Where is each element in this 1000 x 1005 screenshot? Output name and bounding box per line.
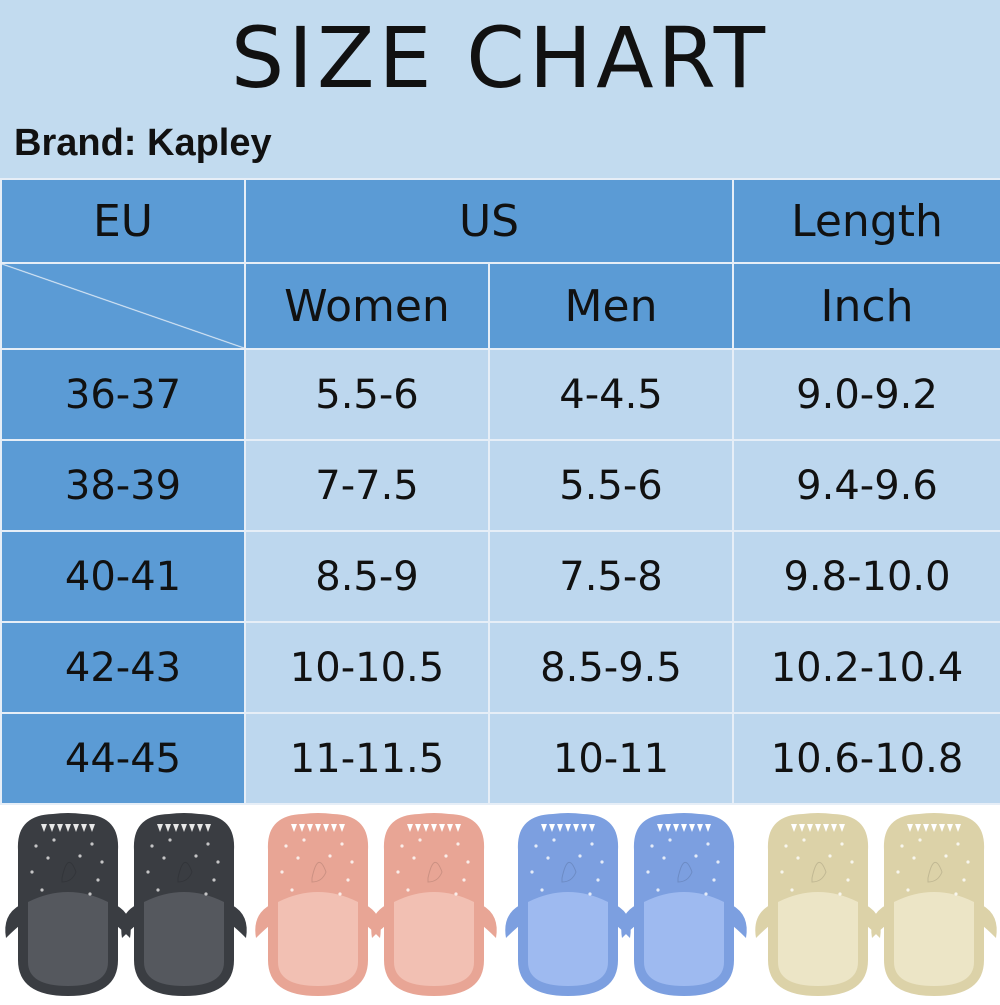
page-title: SIZE CHART [230,9,770,107]
eu-cell: 42-43 [0,621,246,714]
diagonal-cell [0,262,246,350]
women-cell: 5.5-6 [244,348,490,441]
shark-slipper-icon [505,813,747,996]
brand-label: Brand: Kapley [14,122,272,164]
women-cell: 7-7.5 [244,439,490,532]
table-row: 44-45 11-11.5 10-11 10.6-10.8 [0,712,1000,805]
men-header: Men [487,262,735,350]
table-row: 36-37 5.5-6 4-4.5 9.0-9.2 [0,348,1000,441]
product-photos [0,810,1000,1000]
size-table: EU US Length Women Men Inch 36-37 5.5-6 … [0,178,1000,805]
inch-cell: 10.2-10.4 [732,621,1000,714]
men-cell: 5.5-6 [487,439,735,532]
inch-cell: 10.6-10.8 [732,712,1000,805]
women-header: Women [244,262,490,350]
table-row: 40-41 8.5-9 7.5-8 9.8-10.0 [0,530,1000,623]
men-cell: 8.5-9.5 [487,621,735,714]
table-row: 42-43 10-10.5 8.5-9.5 10.2-10.4 [0,621,1000,714]
inch-header: Inch [732,262,1000,350]
beige-shark-slippers-image [750,810,1000,1000]
eu-cell: 38-39 [0,439,246,532]
shark-slipper-icon [755,813,997,996]
shark-slipper-icon [255,813,497,996]
shark-slipper-icon [5,813,247,996]
women-cell: 10-10.5 [244,621,490,714]
eu-header: EU [0,178,246,264]
men-cell: 4-4.5 [487,348,735,441]
length-header: Length [732,178,1000,264]
men-cell: 10-11 [487,712,735,805]
us-header: US [243,178,735,264]
women-cell: 11-11.5 [244,712,490,805]
header-row-2: Women Men Inch [0,262,1000,350]
women-cell: 8.5-9 [244,530,490,623]
inch-cell: 9.8-10.0 [732,530,1000,623]
men-cell: 7.5-8 [487,530,735,623]
header: SIZE CHART Brand: Kapley [0,0,1000,180]
black-shark-slippers-image [0,810,250,1000]
pink-shark-slippers-image [250,810,500,1000]
header-row-1: EU US Length [0,178,1000,264]
eu-cell: 36-37 [0,348,246,441]
eu-cell: 44-45 [0,712,246,805]
table-row: 38-39 7-7.5 5.5-6 9.4-9.6 [0,439,1000,532]
blue-shark-slippers-image [500,810,750,1000]
eu-cell: 40-41 [0,530,246,623]
inch-cell: 9.4-9.6 [732,439,1000,532]
inch-cell: 9.0-9.2 [732,348,1000,441]
